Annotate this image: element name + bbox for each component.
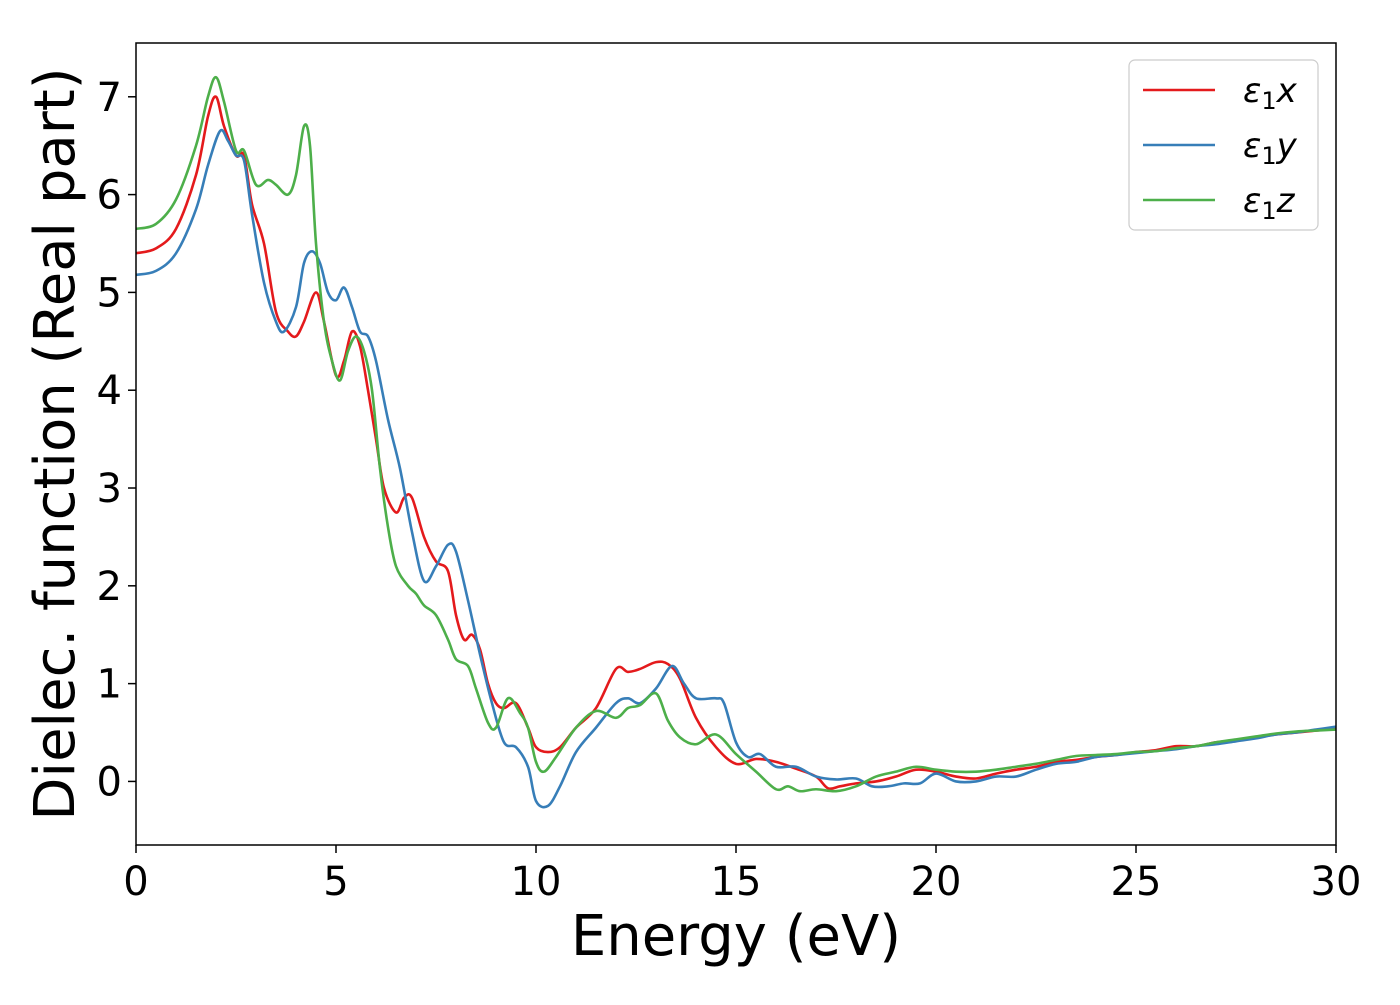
y-tick-label: 1 bbox=[97, 662, 122, 708]
y-tick-label: 2 bbox=[97, 564, 122, 610]
x-axis-ticks: 0 5 10 15 20 25 30 bbox=[123, 845, 1361, 905]
x-axis-title: Energy (eV) bbox=[571, 904, 901, 969]
series-layer bbox=[136, 75, 1336, 809]
legend-box bbox=[1128, 59, 1319, 231]
x-tick-label: 30 bbox=[1311, 859, 1362, 905]
y-axis-ticks: 0 1 2 3 4 5 6 7 bbox=[97, 75, 136, 805]
legend-variable: x bbox=[1276, 71, 1298, 111]
y-tick-label: 0 bbox=[97, 759, 122, 805]
y-tick-label: 4 bbox=[97, 368, 122, 414]
y-tick-label: 6 bbox=[97, 173, 122, 219]
x-tick-label: 20 bbox=[911, 859, 962, 905]
legend-variable: y bbox=[1276, 126, 1298, 166]
legend-subscript: 1 bbox=[1261, 142, 1276, 170]
y-tick-label: 3 bbox=[97, 466, 122, 512]
legend-variable: z bbox=[1276, 181, 1296, 221]
x-tick-label: 0 bbox=[123, 859, 148, 905]
x-tick-label: 15 bbox=[711, 859, 762, 905]
legend-subscript: 1 bbox=[1261, 87, 1276, 115]
y-tick-label: 5 bbox=[97, 270, 122, 316]
y-axis-title: Dielec. function (Real part) bbox=[23, 67, 88, 820]
legend-label-z: ε1z bbox=[1243, 181, 1296, 225]
series-line-y bbox=[136, 128, 1336, 809]
legend-subscript: 1 bbox=[1261, 197, 1276, 225]
x-tick-label: 10 bbox=[511, 859, 562, 905]
legend-label-y: ε1y bbox=[1243, 126, 1298, 170]
legend-symbol: ε bbox=[1243, 71, 1261, 111]
x-tick-label: 5 bbox=[323, 859, 348, 905]
legend-symbol: ε bbox=[1243, 126, 1261, 166]
x-tick-label: 25 bbox=[1111, 859, 1162, 905]
legend-symbol: ε bbox=[1243, 181, 1261, 221]
y-tick-label: 7 bbox=[97, 75, 122, 121]
series-line-z bbox=[136, 75, 1336, 793]
legend-label-x: ε1x bbox=[1243, 71, 1298, 115]
